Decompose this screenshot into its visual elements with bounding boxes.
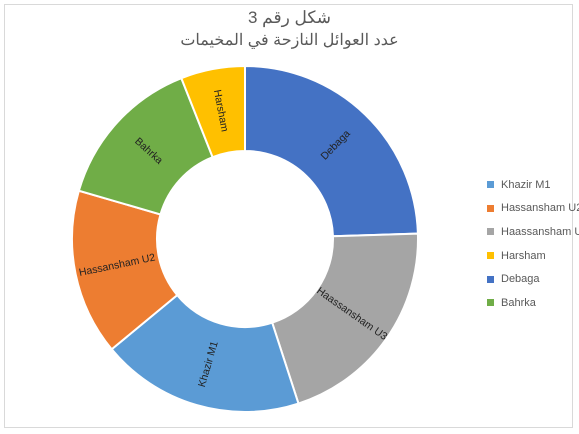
legend-swatch: [487, 275, 494, 283]
legend-item-haassansham-u3[interactable]: Haassansham U3: [487, 220, 579, 244]
slices-group: [71, 64, 419, 413]
slice-hassansham-u2[interactable]: [71, 189, 179, 351]
chart-title: شكل رقم 3: [247, 8, 332, 27]
legend-swatch: [487, 228, 494, 236]
legend-swatch: [487, 252, 494, 260]
legend-item-harsham[interactable]: Harsham: [487, 244, 579, 268]
slice-harsham[interactable]: [180, 64, 246, 159]
legend-item-khazir-m1[interactable]: Khazir M1: [487, 173, 579, 197]
slice-debaga[interactable]: [244, 64, 419, 238]
legend-label: Debaga: [501, 273, 540, 286]
chart-legend: Khazir M1 Hassansham U2 Haassansham U3 Hars…: [487, 173, 579, 315]
legend-label: Harsham: [501, 249, 546, 262]
legend-label: Bahrka: [501, 296, 536, 309]
legend-label: Khazir M1: [501, 178, 551, 191]
legend-item-bahrka[interactable]: Bahrka: [487, 291, 579, 315]
legend-swatch: [487, 181, 494, 189]
legend-swatch: [487, 299, 494, 307]
slice-haassansham-u3[interactable]: [270, 232, 419, 405]
legend-swatch: [487, 204, 494, 212]
legend-item-hassansham-u2[interactable]: Hassansham U2: [487, 197, 579, 221]
slice-khazir-m1[interactable]: [110, 293, 300, 413]
legend-label: Haassansham U3: [501, 225, 579, 238]
legend-label: Hassansham U2: [501, 202, 579, 215]
legend-item-debaga[interactable]: Debaga: [487, 267, 579, 291]
chart-subtitle: عدد العوائل النازحة في المخيمات: [180, 32, 399, 49]
